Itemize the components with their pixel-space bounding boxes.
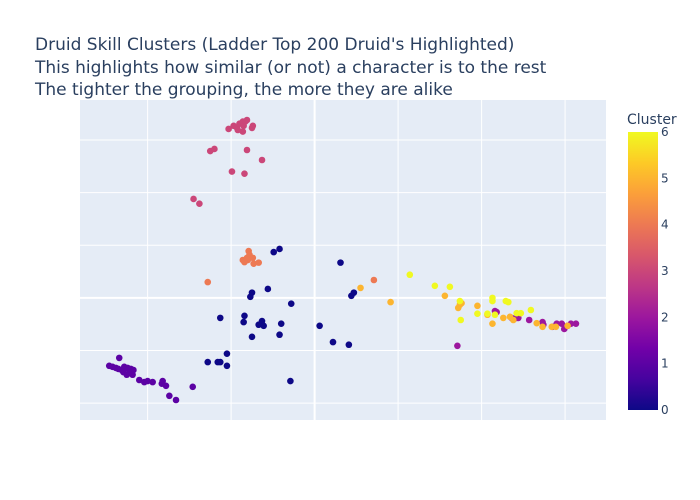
data-point-cluster-6[interactable]	[517, 309, 525, 317]
data-point-cluster-6[interactable]	[406, 271, 414, 279]
data-point-cluster-0[interactable]	[241, 312, 248, 320]
data-point-cluster-1[interactable]	[172, 396, 180, 404]
data-point-cluster-6[interactable]	[431, 282, 439, 290]
data-point-cluster-1[interactable]	[159, 377, 166, 385]
data-point-cluster-5[interactable]	[489, 320, 496, 327]
data-point-cluster-4[interactable]	[204, 278, 212, 286]
data-point-cluster-1[interactable]	[189, 383, 197, 391]
data-point-cluster-5[interactable]	[510, 316, 517, 324]
colorbar-tick-label: 2	[661, 310, 669, 324]
data-point-cluster-0[interactable]	[337, 259, 344, 266]
data-point-cluster-0[interactable]	[216, 358, 224, 366]
data-point-cluster-4[interactable]	[249, 254, 257, 262]
data-point-cluster-4[interactable]	[241, 258, 248, 266]
data-point-cluster-1[interactable]	[123, 371, 131, 379]
data-point-cluster-4[interactable]	[250, 260, 257, 267]
data-point-cluster-3[interactable]	[228, 168, 236, 175]
data-point-cluster-0[interactable]	[276, 331, 283, 339]
data-point-cluster-5[interactable]	[500, 314, 507, 322]
data-point-cluster-3[interactable]	[211, 145, 218, 153]
data-point-cluster-6[interactable]	[457, 316, 465, 324]
data-point-cluster-3[interactable]	[234, 126, 242, 134]
data-point-cluster-0[interactable]	[240, 318, 247, 326]
colorbar: Cluster 0 1 2 3 4 5 6	[627, 112, 677, 417]
data-point-cluster-1[interactable]	[129, 371, 136, 379]
data-point-cluster-3[interactable]	[225, 125, 232, 133]
data-point-cluster-0[interactable]	[345, 341, 353, 349]
data-point-cluster-4[interactable]	[255, 259, 262, 266]
data-point-cluster-3[interactable]	[196, 200, 203, 207]
data-point-cluster-1[interactable]	[144, 377, 151, 385]
colorbar-tick-label: 0	[661, 403, 669, 417]
data-point-cluster-0[interactable]	[287, 377, 294, 385]
title-line-1: Druid Skill Clusters (Ladder Top 200 Dru…	[35, 35, 514, 55]
data-point-cluster-0[interactable]	[204, 358, 212, 366]
data-points	[105, 116, 580, 404]
data-point-cluster-6[interactable]	[446, 283, 454, 291]
data-point-cluster-0[interactable]	[316, 322, 323, 330]
data-point-cluster-0[interactable]	[276, 245, 283, 253]
data-point-cluster-2[interactable]	[454, 342, 461, 350]
colorbar-title: Cluster	[627, 112, 677, 128]
data-point-cluster-0[interactable]	[260, 322, 267, 330]
data-point-cluster-1[interactable]	[149, 378, 156, 386]
data-point-cluster-6[interactable]	[474, 310, 481, 317]
data-point-cluster-4[interactable]	[370, 276, 378, 284]
data-point-cluster-5[interactable]	[539, 323, 546, 331]
data-point-cluster-0[interactable]	[277, 320, 285, 327]
data-point-cluster-0[interactable]	[264, 285, 272, 293]
data-point-cluster-2[interactable]	[572, 320, 580, 327]
data-point-cluster-0[interactable]	[223, 362, 231, 370]
data-point-cluster-5[interactable]	[474, 302, 481, 310]
data-point-cluster-6[interactable]	[491, 311, 499, 319]
data-point-cluster-5[interactable]	[564, 322, 571, 330]
data-point-cluster-3[interactable]	[190, 195, 197, 203]
data-point-cluster-3[interactable]	[258, 156, 266, 164]
data-point-cluster-6[interactable]	[484, 310, 491, 317]
data-point-cluster-5[interactable]	[533, 319, 541, 327]
title-line-3: The tighter the grouping, the more they …	[34, 80, 453, 100]
data-point-cluster-5[interactable]	[441, 292, 449, 300]
data-point-cluster-3[interactable]	[242, 118, 249, 125]
colorbar-tick-label: 4	[661, 218, 669, 232]
data-point-cluster-3[interactable]	[248, 124, 256, 132]
data-point-cluster-2[interactable]	[525, 316, 533, 324]
data-point-cluster-0[interactable]	[255, 321, 262, 329]
data-point-cluster-2[interactable]	[558, 320, 566, 327]
title-line-2: This highlights how similar (or not) a c…	[34, 58, 547, 78]
data-point-cluster-0[interactable]	[223, 350, 231, 357]
data-point-cluster-3[interactable]	[243, 146, 251, 154]
data-point-cluster-0[interactable]	[248, 333, 256, 341]
colorbar-gradient	[628, 132, 658, 410]
data-point-cluster-1[interactable]	[162, 382, 170, 390]
data-point-cluster-6[interactable]	[527, 306, 535, 314]
colorbar-tick-label: 1	[661, 357, 669, 371]
data-point-cluster-0[interactable]	[216, 314, 224, 322]
data-point-cluster-5[interactable]	[387, 298, 394, 306]
data-point-cluster-5[interactable]	[552, 323, 560, 331]
data-point-cluster-6[interactable]	[505, 298, 512, 306]
data-point-cluster-3[interactable]	[241, 170, 248, 177]
data-point-cluster-6[interactable]	[489, 297, 496, 305]
data-point-cluster-5[interactable]	[357, 284, 364, 292]
data-point-cluster-0[interactable]	[329, 338, 337, 346]
data-point-cluster-0[interactable]	[350, 289, 358, 296]
chart-title: Druid Skill Clusters (Ladder Top 200 Dru…	[34, 35, 547, 100]
data-point-cluster-0[interactable]	[287, 300, 295, 307]
data-point-cluster-0[interactable]	[270, 248, 278, 256]
colorbar-tick-label: 3	[661, 264, 669, 278]
colorbar-tick-label: 5	[661, 171, 669, 185]
plot-area[interactable]	[80, 100, 606, 420]
data-point-cluster-6[interactable]	[456, 297, 464, 305]
data-point-cluster-1[interactable]	[166, 392, 173, 400]
data-point-cluster-3[interactable]	[239, 128, 247, 135]
colorbar-tick-label: 6	[661, 125, 669, 139]
data-point-cluster-0[interactable]	[248, 289, 256, 296]
gridlines	[80, 100, 606, 420]
data-point-cluster-1[interactable]	[115, 354, 123, 362]
data-point-cluster-1[interactable]	[135, 376, 143, 384]
